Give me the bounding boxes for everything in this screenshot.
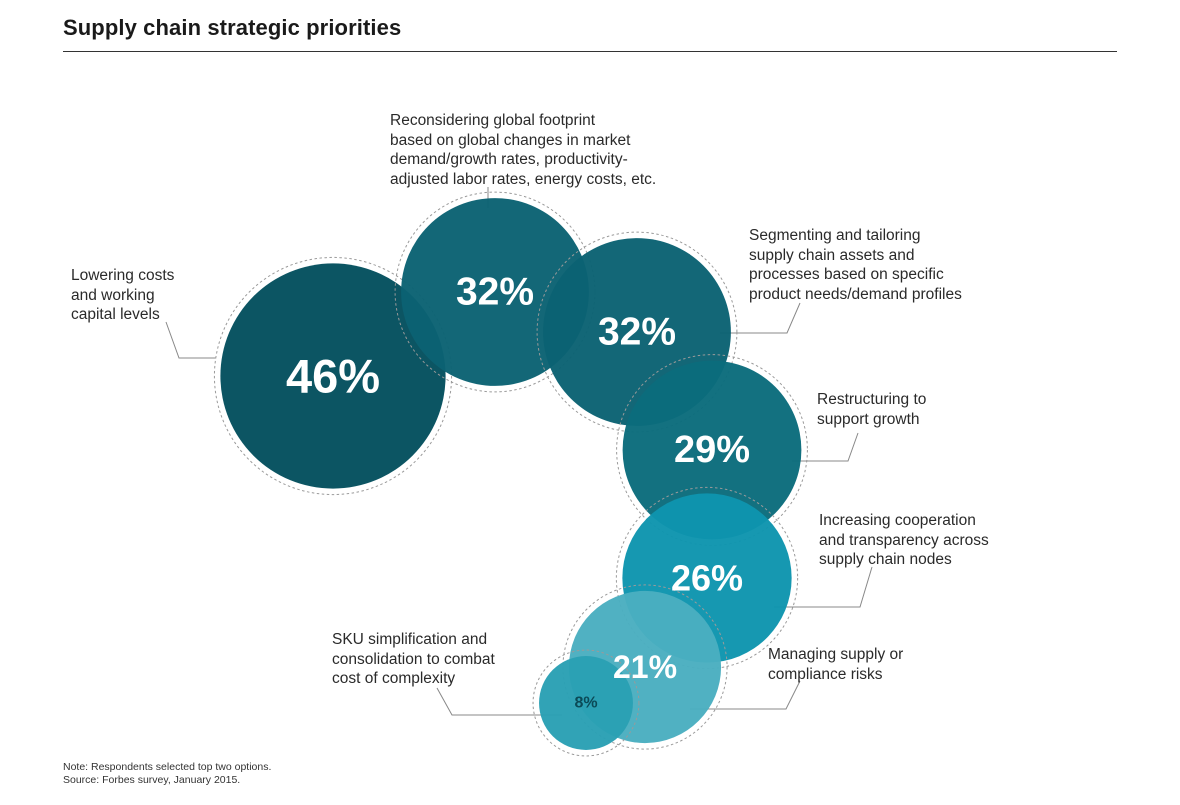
label-restructuring: Restructuring to support growth [817, 391, 927, 428]
label-sku-simplification: SKU simplification and consolidation to … [332, 631, 495, 687]
value-label-segmenting: 32% [598, 311, 676, 354]
bubble-outline-lowering-costs [213, 256, 453, 496]
bubble-outline-restructuring [616, 354, 808, 546]
label-cooperation: Increasing cooperation and transparency … [819, 512, 989, 568]
value-label-supply-risks: 21% [613, 649, 677, 685]
bubble-sku-simplification [539, 656, 633, 750]
value-label-restructuring: 29% [674, 429, 750, 471]
title-divider [63, 51, 1117, 52]
label-supply-risks: Managing supply or compliance risks [768, 646, 904, 683]
bubble-restructuring [622, 360, 802, 540]
value-label-lowering-costs: 46% [286, 350, 380, 403]
leader-line-lowering-costs [165, 321, 216, 359]
label-global-footprint: Reconsidering global footprint based on … [390, 112, 657, 188]
chart-title: Supply chain strategic priorities [63, 15, 402, 40]
value-label-global-footprint: 32% [456, 271, 534, 314]
leader-line-cooperation [774, 566, 873, 608]
bubble-lowering-costs [220, 263, 446, 489]
leader-line-sku-simplification [436, 687, 562, 716]
leader-line-supply-risks [690, 680, 801, 710]
leader-line-restructuring [792, 432, 859, 462]
value-label-cooperation: 26% [671, 558, 743, 599]
bubble-global-footprint [401, 198, 589, 386]
label-lowering-costs: Lowering costs and working capital level… [71, 267, 175, 323]
value-label-sku-simplification: 8% [574, 695, 597, 712]
note-respondents: Note: Respondents selected top two optio… [63, 761, 272, 773]
bubble-outline-sku-simplification [532, 649, 640, 757]
note-source: Source: Forbes survey, January 2015. [63, 774, 241, 786]
leader-line-segmenting [720, 302, 801, 334]
chart-notes: Note: Respondents selected top two optio… [63, 761, 271, 787]
label-segmenting: Segmenting and tailoring supply chain as… [749, 227, 962, 303]
